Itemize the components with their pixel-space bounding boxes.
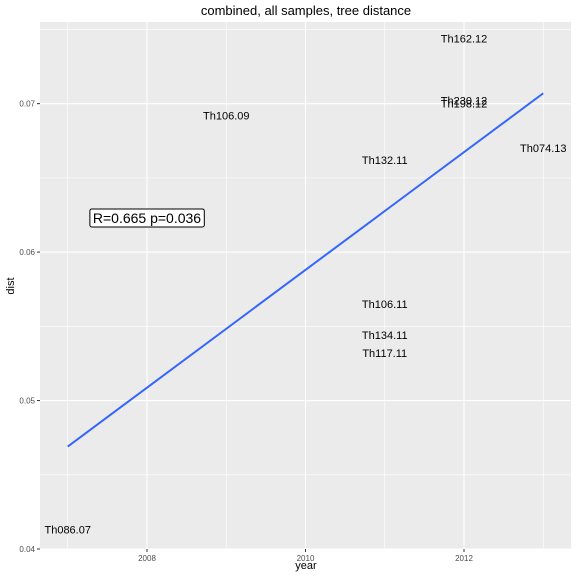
point-label: Th132.11 xyxy=(362,155,408,167)
y-tick-label: 0.07 xyxy=(19,100,35,109)
y-axis-title: dist xyxy=(5,277,17,294)
annotation-text: R=0.665 p=0.036 xyxy=(93,210,201,226)
x-axis-ticks: 2008 2010 2012 xyxy=(138,549,473,563)
annotation-box xyxy=(89,208,205,228)
point-label: Th106.09 xyxy=(203,111,249,123)
y-tick-label: 0.04 xyxy=(19,545,35,554)
y-tick-label: 0.05 xyxy=(19,397,35,406)
regression-line xyxy=(67,92,544,448)
point-label: Th086.07 xyxy=(44,525,90,537)
correlation-annotation: R=0.665 p=0.036 xyxy=(89,208,205,228)
x-tick-label: 2008 xyxy=(138,554,156,563)
point-label: Th106.11 xyxy=(362,299,408,311)
x-axis-title: year xyxy=(295,560,317,572)
chart-title: combined, all samples, tree distance xyxy=(201,3,411,18)
x-tick-label: 2010 xyxy=(297,554,315,563)
point-label: Th074.13 xyxy=(520,143,566,155)
major-gridlines xyxy=(40,22,571,550)
point-label: Th134.11 xyxy=(362,330,408,342)
point-label: Th198.12 xyxy=(441,99,487,111)
x-tick-label: 2012 xyxy=(455,554,473,563)
fit-line-group xyxy=(67,92,544,448)
y-tick-label: 0.06 xyxy=(19,248,35,257)
point-label: Th117.11 xyxy=(362,348,407,360)
y-axis-ticks: 0.04 0.05 0.06 0.07 xyxy=(19,100,40,554)
point-label: Th230.12 xyxy=(441,96,487,108)
point-label: Th162.12 xyxy=(441,33,487,45)
